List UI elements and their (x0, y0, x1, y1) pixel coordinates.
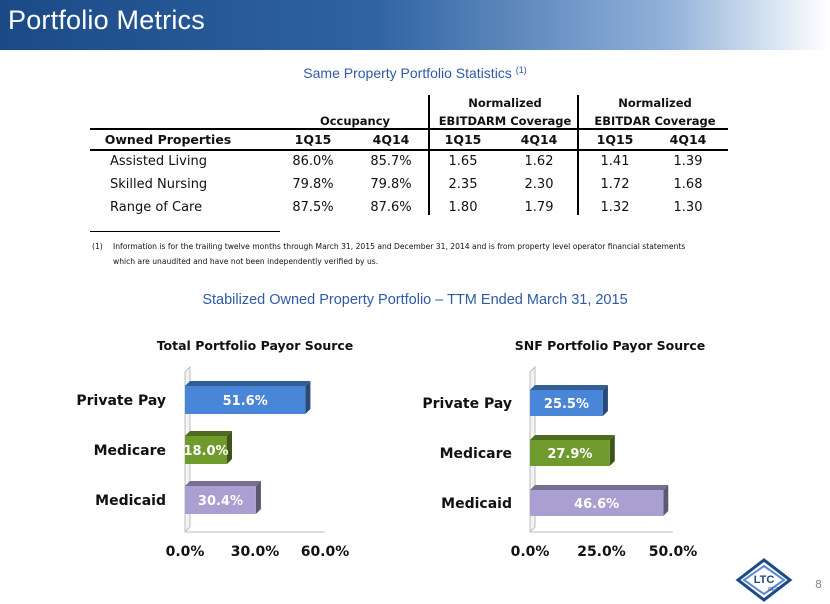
tick-label: 0.0% (511, 544, 550, 560)
stats-title-text: Same Property Portfolio Statistics (303, 65, 512, 81)
table-cell: 1.62 (524, 154, 554, 169)
table-cell: 79.8% (370, 177, 412, 192)
data-label: 30.4% (198, 494, 243, 509)
stabilized-title: Stabilized Owned Property Portfolio – TT… (202, 292, 628, 308)
column-header: 4Q14 (520, 132, 558, 147)
table-cell: 86.0% (292, 154, 334, 169)
header-ebitdar-line1: Normalized (618, 96, 692, 110)
footnote-marker: (1) (92, 242, 103, 251)
header-occupancy: Occupancy (319, 114, 391, 128)
column-header: 4Q14 (372, 132, 410, 147)
chart-total-payor: 51.6% Private Pay 18.0% Medicare 30.4% Medica… (76, 365, 350, 560)
category-label: Medicaid (95, 493, 166, 509)
table-cell: 1.79 (524, 200, 554, 215)
bar-side (602, 385, 608, 416)
bar (530, 490, 664, 516)
table-row-label: Skilled Nursing (110, 177, 208, 192)
table-cell: 2.35 (448, 177, 478, 192)
stats-title-note: (1) (515, 65, 527, 75)
data-label: 46.6% (574, 497, 619, 512)
bar (530, 390, 603, 416)
tick-label: 50.0% (649, 544, 698, 560)
page-number: 8 (815, 578, 822, 591)
bar (185, 386, 306, 414)
tick-label: 0.0% (166, 544, 205, 560)
table-cell: 1.65 (448, 154, 478, 169)
chart-snf-payor: 25.5% Private Pay 27.9% Medicare 46.6% Medica… (422, 365, 698, 560)
category-label: Medicare (94, 443, 166, 459)
bar-side (663, 485, 669, 516)
table-cell: 1.30 (673, 200, 703, 215)
bar (185, 486, 256, 514)
column-header: 1Q15 (444, 132, 482, 147)
data-label: 51.6% (223, 394, 268, 409)
footnote-rule (90, 231, 280, 233)
chart-title-total: Total Portfolio Payor Source (156, 338, 354, 353)
bar-top (530, 435, 615, 440)
header-ebitdar-line2: EBITDAR Coverage (594, 114, 716, 128)
column-header: Owned Properties (104, 132, 232, 147)
table-column-rule (90, 149, 728, 151)
table-separator (577, 95, 579, 215)
category-label: Medicare (440, 446, 512, 462)
ltc-logo: LTC REIT (735, 558, 793, 602)
table-cell: 85.7% (370, 154, 412, 169)
bar-top (185, 381, 311, 386)
table-cell: 1.32 (600, 200, 630, 215)
bar-top (185, 431, 232, 436)
table-header-rule (90, 128, 728, 130)
chart-title-snf: SNF Portfolio Payor Source (514, 338, 706, 353)
table-row-label: Assisted Living (110, 154, 207, 169)
footnote-line1: Information is for the trailing twelve m… (113, 242, 686, 251)
table-cell: 79.8% (292, 177, 334, 192)
table-cell: 87.5% (292, 200, 334, 215)
column-header: 1Q15 (294, 132, 332, 147)
tick-label: 25.0% (577, 544, 626, 560)
table-cell: 1.68 (673, 177, 703, 192)
column-header: 4Q14 (669, 132, 707, 147)
bar (530, 440, 610, 466)
bar-top (530, 485, 669, 490)
tick-label: 30.0% (231, 544, 280, 560)
category-label: Private Pay (76, 393, 166, 409)
table-cell: 87.6% (370, 200, 412, 215)
stats-title: Same Property Portfolio Statistics (1) (0, 65, 830, 81)
header-ebitdarm-line2: EBITDARM Coverage (438, 114, 572, 128)
stats-table: Occupancy Normalized EBITDARM Coverage N… (0, 0, 830, 280)
bar (185, 436, 227, 464)
header-ebitdarm-line1: Normalized (468, 96, 542, 110)
logo-text: LTC (754, 574, 775, 586)
bar-side (609, 435, 615, 466)
bar-top (185, 481, 261, 486)
table-cell: 1.80 (448, 200, 478, 215)
column-header: 1Q15 (596, 132, 634, 147)
tick-label: 60.0% (301, 544, 350, 560)
bar-side (227, 431, 232, 464)
category-label: Private Pay (422, 396, 512, 412)
footnote-line2: which are unaudited and have not been in… (113, 257, 379, 266)
bar-side (305, 381, 311, 414)
bar-top (530, 385, 608, 390)
table-cell: 1.39 (673, 154, 703, 169)
data-label: 27.9% (547, 447, 592, 462)
category-label: Medicaid (441, 496, 512, 512)
table-separator (428, 95, 430, 215)
table-cell: 2.30 (524, 177, 554, 192)
logo-sub: REIT (768, 587, 779, 593)
header-bar: Portfolio Metrics (0, 0, 830, 50)
page-title: Portfolio Metrics (8, 5, 205, 35)
data-label: 25.5% (544, 397, 589, 412)
table-cell: 1.72 (600, 177, 630, 192)
bar-side (255, 481, 261, 514)
data-label: 18.0% (183, 444, 228, 459)
table-cell: 1.41 (600, 154, 630, 169)
table-row-label: Range of Care (110, 200, 203, 215)
